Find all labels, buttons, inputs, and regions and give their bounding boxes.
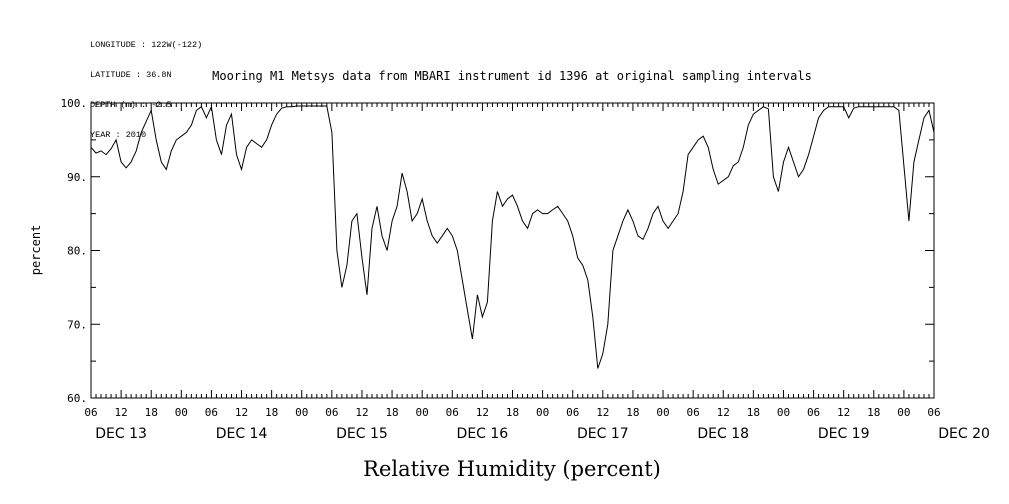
x-day-label: DEC 15 xyxy=(336,426,388,442)
y-tick-label: 100. xyxy=(61,97,88,110)
x-hour-tick-label: 06 xyxy=(807,406,820,419)
x-axis: 06 12 18 00 06 12 18 00 06 12 18 00 06 12 18 00 06 12 18 00… xyxy=(84,103,990,442)
x-hour-tick-label: 12 xyxy=(114,406,127,419)
x-hour-tick-label: 12 xyxy=(596,406,609,419)
x-hour-tick-label: 12 xyxy=(837,406,850,419)
y-tick-label: 90. xyxy=(67,171,87,184)
x-hour-tick-label: 06 xyxy=(687,406,700,419)
x-hour-tick-label: 00 xyxy=(416,406,429,419)
y-axis: 100. 90. 80. 70. 60. xyxy=(61,97,934,405)
x-hour-tick-label: 18 xyxy=(385,406,398,419)
x-hour-tick-label: 06 xyxy=(446,406,459,419)
x-hour-tick-label: 18 xyxy=(626,406,639,419)
series-line-relative-humidity xyxy=(90,104,935,369)
x-hour-tick-label: 18 xyxy=(145,406,158,419)
y-axis-label: percent xyxy=(29,225,43,276)
chart-title: Mooring M1 Metsys data from MBARI instru… xyxy=(212,69,812,83)
x-day-label: DEC 13 xyxy=(95,426,147,442)
x-axis-label: Relative Humidity (percent) xyxy=(363,457,661,481)
x-hour-tick-label: 12 xyxy=(717,406,730,419)
y-tick-label: 60. xyxy=(67,392,87,405)
x-hour-tick-label: 00 xyxy=(897,406,910,419)
x-day-label: DEC 20 xyxy=(938,426,990,442)
x-day-label: DEC 16 xyxy=(457,426,509,442)
x-day-label: DEC 18 xyxy=(697,426,749,442)
x-hour-tick-label: 18 xyxy=(506,406,519,419)
x-day-label: DEC 14 xyxy=(216,426,268,442)
x-hour-tick-label: 06 xyxy=(927,406,940,419)
y-tick-label: 70. xyxy=(67,318,87,331)
x-hour-tick-label: 12 xyxy=(476,406,489,419)
latitude-text: LATITUDE : 36.8N xyxy=(90,70,172,80)
x-hour-tick-label: 12 xyxy=(235,406,248,419)
x-hour-tick-label: 00 xyxy=(536,406,549,419)
x-hour-tick-label: 00 xyxy=(295,406,308,419)
x-hour-tick-label: 06 xyxy=(205,406,218,419)
x-hour-tick-label: 00 xyxy=(175,406,188,419)
x-hour-tick-label: 06 xyxy=(84,406,97,419)
x-day-label: DEC 17 xyxy=(577,426,629,442)
x-hour-tick-label: 18 xyxy=(747,406,760,419)
y-tick-label: 80. xyxy=(67,245,87,258)
year-text: YEAR : 2010 xyxy=(90,130,147,140)
x-hour-tick-label: 00 xyxy=(777,406,790,419)
x-hour-tick-label: 18 xyxy=(867,406,880,419)
x-day-label: DEC 19 xyxy=(818,426,870,442)
x-hour-tick-label: 06 xyxy=(566,406,579,419)
x-hour-tick-label: 06 xyxy=(325,406,338,419)
plot-frame xyxy=(90,102,935,399)
longitude-text: LONGITUDE : 122W(-122) xyxy=(90,40,203,50)
x-hour-tick-label: 18 xyxy=(265,406,278,419)
x-hour-tick-label: 00 xyxy=(656,406,669,419)
x-hour-tick-label: 12 xyxy=(355,406,368,419)
